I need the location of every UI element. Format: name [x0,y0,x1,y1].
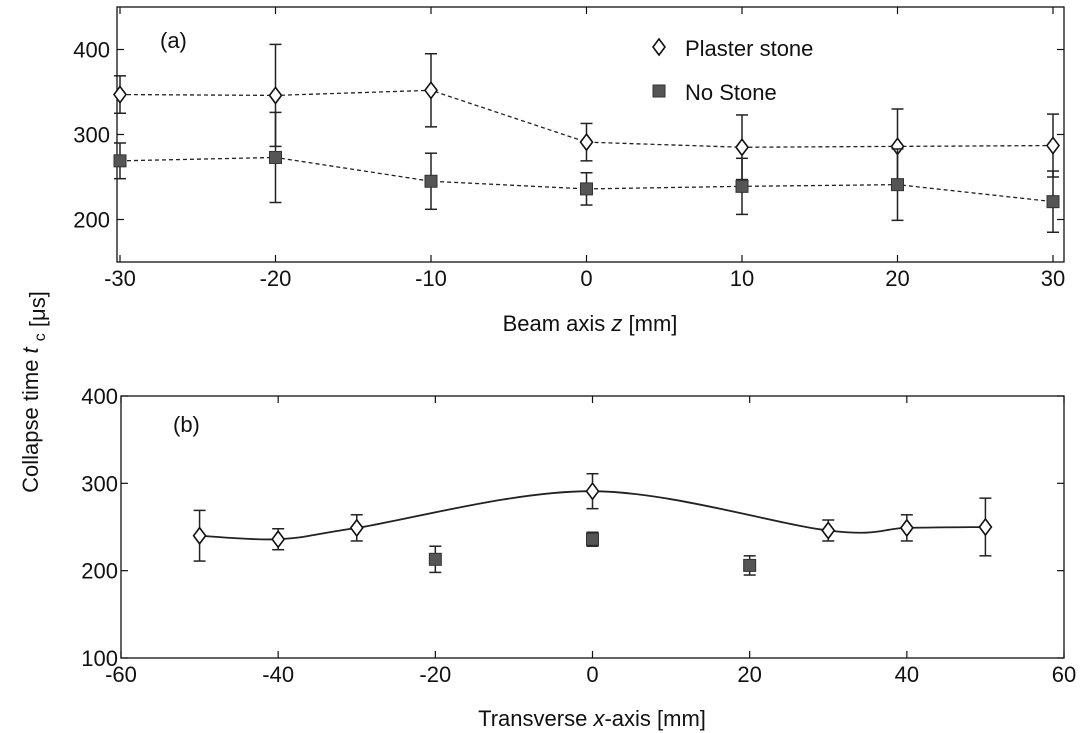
panel-a-label: (a) [160,28,187,53]
plaster-stone-point [349,514,364,542]
no-stone-marker [113,154,127,168]
plaster-stone-marker [585,481,600,501]
y-tick-label: 300 [81,471,118,496]
no-stone-marker [580,182,593,196]
plaster-stone-marker [735,137,749,157]
y-axis-label: Collapse time t c [μs] [18,291,50,493]
panel-a-ticks: -30 -20 -10 0 10 20 30 200 300 400 [73,7,1065,291]
y-tick-label: 200 [81,559,118,584]
legend: Plaster stone No Stone [652,36,813,105]
x-tick-label: -30 [104,266,136,291]
plaster-stone-point [192,509,207,562]
y-axis-label-unit: [μs] [25,291,50,327]
plaster-stone-marker [579,132,594,152]
no-stone-point [428,545,442,574]
x-tick-label: -40 [262,662,294,687]
panel-b-xlabel-variable: x [592,706,605,731]
y-tick-label: 400 [73,38,110,63]
plaster-stone-point [978,497,993,557]
panel-b: -60 -40 -20 0 20 40 60 100 200 300 400 (b) Transve… [81,384,1076,731]
no-stone-marker [891,178,904,192]
plaster-stone-marker [978,517,993,537]
plaster-stone-point [424,53,438,128]
x-tick-label: 20 [737,662,761,687]
no-stone-point [269,111,282,204]
legend-plaster-stone-label: Plaster stone [685,36,813,61]
plaster-stone-marker [271,529,286,549]
no-stone-point [424,152,438,211]
no-stone-marker [269,150,282,164]
plaster-stone-marker [192,526,207,546]
panel-b-xlabel: Transverse x-axis [mm] [478,706,706,731]
legend-no-stone-marker [652,84,666,98]
x-tick-label: 0 [586,662,598,687]
panel-a-xlabel-variable: z [610,311,622,336]
plaster-stone-marker [113,85,127,104]
plaster-stone-point [1046,113,1060,178]
no-stone-point [735,157,749,216]
y-tick-label: 400 [81,384,118,409]
plaster-stone-marker [349,518,364,538]
plaster-stone-point [579,122,594,162]
plaster-stone-point [899,514,914,542]
x-tick-label: 10 [730,266,754,291]
x-tick-label: -10 [415,266,447,291]
no-stone-point [1046,170,1060,233]
plaster-stone-point [113,75,127,114]
plaster-stone-marker [899,518,914,538]
panel-a-xlabel-prefix: Beam axis [503,311,612,336]
y-tick-label: 300 [73,123,110,148]
panel-a-marks [113,43,1060,233]
legend-no-stone-label: No Stone [685,80,777,105]
x-tick-label: 40 [895,662,919,687]
x-tick-label: -20 [260,266,292,291]
panel-a: -30 -20 -10 0 10 20 30 200 300 400 (a) Beam axis … [73,6,1065,336]
no-stone-point [113,142,127,180]
no-stone-point [743,555,757,576]
plaster-stone-point [735,114,749,181]
plaster-stone-point [821,519,836,542]
y-axis-label-symbol: t [18,346,43,353]
plaster-stone-point [585,472,600,510]
plaster-stone-marker [424,80,438,100]
plaster-stone-marker [1046,136,1060,155]
plaster-stone-marker [821,521,836,540]
plaster-stone-marker [268,86,283,105]
panel-a-frame [116,6,1065,263]
y-tick-label: 200 [73,208,110,233]
no-stone-marker [1046,195,1060,209]
no-stone-marker [428,552,442,566]
x-tick-label: 60 [1052,662,1076,687]
no-stone-marker [743,558,757,572]
no-stone-marker [424,174,438,188]
y-axis-label-text: Collapse time [18,360,43,493]
panel-b-xlabel-suffix: -axis [mm] [604,706,705,731]
y-tick-label: 100 [81,646,118,671]
panel-a-xlabel: Beam axis z [mm] [503,311,678,336]
no-stone-point [891,148,904,222]
no-stone-marker [586,532,599,546]
legend-plaster-stone-marker [652,37,666,57]
panel-b-marks [192,472,993,576]
panel-b-xlabel-prefix: Transverse [478,706,593,731]
x-tick-label: -20 [419,662,451,687]
no-stone-point [586,531,599,547]
no-stone-marker [735,179,749,193]
x-tick-label: 30 [1041,266,1065,291]
panel-a-xlabel-suffix: [mm] [622,311,677,336]
x-tick-label: -60 [105,662,137,687]
panel-b-label: (b) [173,412,200,437]
panel-b-ticks: -60 -40 -20 0 20 40 60 100 200 300 400 [81,384,1076,687]
y-axis-label-subscript: c [32,333,49,341]
x-tick-label: 0 [580,266,592,291]
x-tick-label: 20 [885,266,909,291]
no-stone-point [580,172,593,206]
plaster-stone-point [271,527,286,551]
